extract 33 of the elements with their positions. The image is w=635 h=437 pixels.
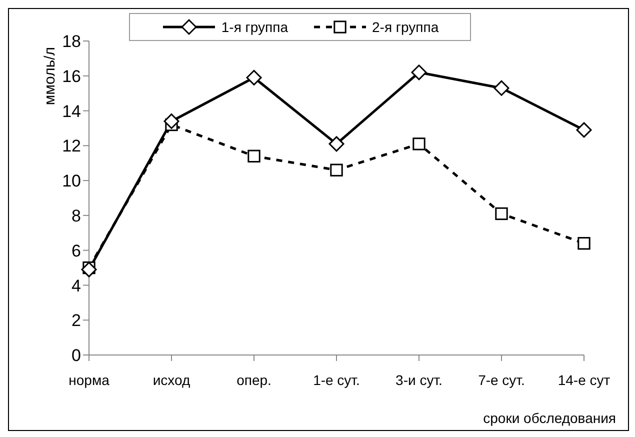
point: [164, 113, 180, 129]
x-tick-label: опер.: [236, 372, 272, 388]
y-tick-label: 0: [72, 346, 81, 366]
y-tick-label: 10: [62, 172, 81, 191]
y-tick-label: 2: [72, 311, 81, 330]
y-tick-label: 8: [72, 206, 81, 226]
x-tick-label: 14-е сут: [558, 372, 611, 388]
point: [495, 207, 508, 220]
y-tick-label: 16: [62, 66, 81, 86]
x-tick-label: 7-е сут.: [478, 372, 525, 388]
point: [576, 122, 592, 138]
x-tick-label: норма: [68, 372, 110, 388]
point: [248, 150, 260, 162]
point: [412, 138, 426, 150]
y-axis-title: ммоль/л: [42, 46, 59, 106]
legend-label: 2-я группа: [372, 18, 439, 36]
point: [578, 237, 590, 250]
y-tick-label: 14: [62, 102, 81, 121]
point: [81, 262, 97, 278]
point: [494, 80, 510, 96]
point: [411, 64, 427, 80]
y-tick-label: 4: [72, 276, 81, 296]
point: [246, 70, 262, 86]
legend-label: 1-я группа: [221, 18, 288, 36]
x-tick-label: 3-и сут.: [396, 372, 442, 388]
y-tick-label: 12: [62, 136, 81, 156]
y-tick-label: 18: [62, 32, 81, 52]
y-tick-label: 6: [72, 241, 81, 260]
x-axis-title: сроки обследования: [483, 410, 616, 426]
point: [328, 136, 344, 152]
x-tick-label: 1-е сут.: [313, 372, 360, 388]
point: [330, 164, 343, 176]
x-tick-label: исход: [152, 372, 190, 388]
